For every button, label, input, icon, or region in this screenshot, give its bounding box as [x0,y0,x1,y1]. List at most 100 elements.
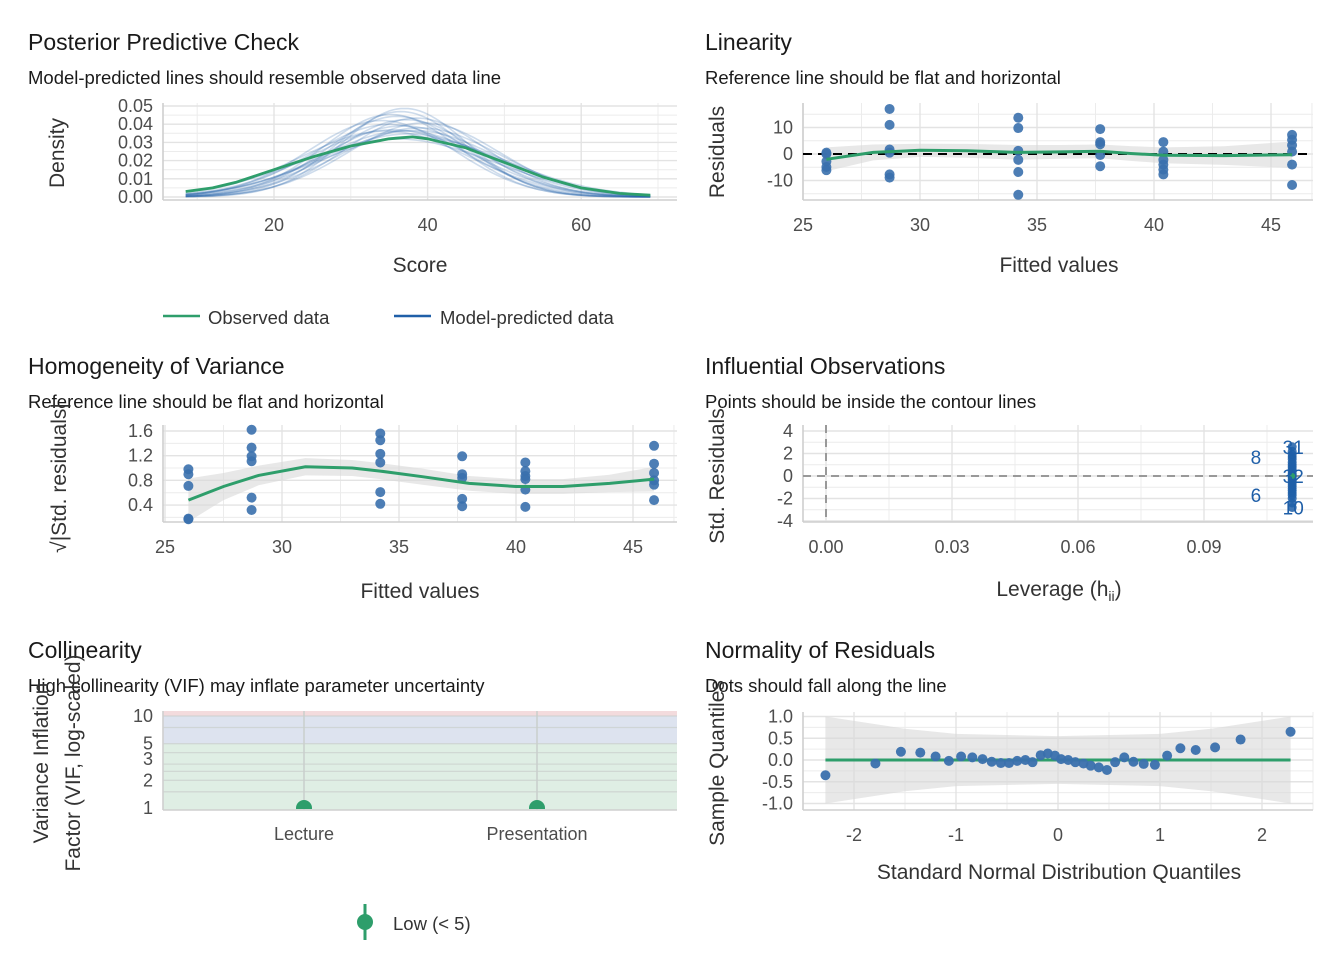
data-point [1095,124,1106,135]
ppc-legend: Observed data Model-predicted data [163,307,615,328]
x-tick-label: 25 [155,537,175,557]
data-point [1013,154,1024,165]
confidence-ribbon [188,458,655,522]
y-tick-label: 2 [143,770,153,790]
influence-y-axis-title: Std. Residuals [706,408,729,543]
influence-x-axis-title-main: Leverage (h [996,578,1108,601]
y-tick-label: 0.02 [118,151,153,171]
normality-subtitle: Dots should fall along the line [705,675,947,696]
data-point [986,756,997,767]
x-tick-label: 0.03 [934,537,969,557]
collinearity-title: Collinearity [28,637,142,663]
model-predicted-density-line [185,123,651,198]
x-tick-label: Presentation [486,824,587,844]
data-point [649,495,660,506]
highlighted-point [1289,473,1296,479]
influence-subtitle: Points should be inside the contour line… [705,391,1036,412]
x-tick-label: 1 [1155,825,1165,845]
x-tick-label: 0.09 [1186,537,1221,557]
smooth-line [826,148,1293,161]
linearity-x-axis-title: Fitted values [999,254,1118,277]
data-point [820,770,831,781]
data-point [895,746,906,757]
y-tick-label: -10 [767,171,793,191]
y-tick-label: 2 [783,444,793,464]
data-point [375,435,386,446]
data-point [183,469,194,480]
model-predicted-density-line [185,130,651,197]
data-point [1190,744,1201,755]
point-label: 6 [1251,486,1262,507]
y-tick-label: 0.8 [128,470,153,490]
x-tick-label: 60 [571,215,591,235]
data-point [246,424,257,435]
y-tick-label: 0.00 [118,187,153,207]
x-tick-label: 40 [1144,215,1164,235]
legend-model-predicted-label: Model-predicted data [440,307,615,328]
model-predicted-density-line [185,113,651,198]
y-tick-label: -2 [777,489,793,509]
data-point [1175,743,1186,754]
y-tick-label: 0 [783,144,793,164]
data-point [520,501,531,512]
data-point [1138,758,1149,769]
collinearity-subtitle: High collinearity (VIF) may inflate para… [28,675,485,696]
data-point [943,755,954,766]
influence-panel: 0.00 0.03 0.06 0.09 -4-2 02 4 31 8 32 6 10 [777,421,1313,557]
y-tick-label: 4 [783,421,793,441]
data-point [246,504,257,515]
normality-title: Normality of Residuals [705,637,935,663]
y-tick-label: 0.5 [768,728,793,748]
y-tick-label: 0.04 [118,114,153,134]
x-tick-label: -1 [948,825,964,845]
collinearity-panel: 1 235 10 Lecture Presentation [133,706,677,844]
data-point [649,440,660,451]
data-point [930,751,941,762]
linearity-title: Linearity [705,29,792,55]
model-predicted-density-line [185,119,651,198]
data-point [1004,758,1015,769]
model-predicted-density-line [185,129,651,198]
homogeneity-panel: 25 30 35 40 45 0.4 0.8 1.2 1.6 [128,421,677,557]
point-label: 10 [1283,499,1304,520]
data-point [1027,757,1038,768]
data-point [1149,759,1160,770]
data-point [821,165,832,176]
vif-point [296,800,312,809]
data-point [995,758,1006,769]
data-point [1095,139,1106,150]
data-point [1128,756,1139,767]
x-tick-label: Lecture [274,824,334,844]
y-tick-label: 0.4 [128,495,153,515]
influence-x-axis-title-end: ) [1115,578,1122,601]
data-point [246,456,257,467]
point-label: 8 [1251,448,1262,469]
x-tick-label: 0.06 [1060,537,1095,557]
data-point [457,493,468,504]
linearity-subtitle: Reference line should be flat and horizo… [705,67,1061,88]
y-tick-label: 10 [133,706,153,726]
x-tick-label: 40 [506,537,526,557]
data-point [246,492,257,503]
linearity-y-axis-title: Residuals [706,106,729,198]
data-point [183,514,194,525]
normality-y-axis-title: Sample Quantiles [706,680,729,846]
influence-x-axis-title: Leverage (hii) [996,578,1121,604]
x-tick-label: 2 [1257,825,1267,845]
confidence-ribbon [826,141,1293,172]
y-tick-label: 0.0 [768,750,793,770]
data-point [1093,762,1104,773]
data-point [183,480,194,491]
data-point [977,754,988,765]
data-point [457,501,468,512]
data-point [375,448,386,459]
model-predicted-density-line [185,107,651,198]
x-tick-label: 0.00 [808,537,843,557]
ppc-y-axis-title: Density [46,117,69,188]
data-point [1285,726,1296,737]
x-tick-label: 30 [272,537,292,557]
data-point [1085,760,1096,771]
homogeneity-y-axis-title: √|Std. residuals| [48,403,71,553]
model-predicted-density-line [185,125,651,198]
data-point [649,467,660,478]
